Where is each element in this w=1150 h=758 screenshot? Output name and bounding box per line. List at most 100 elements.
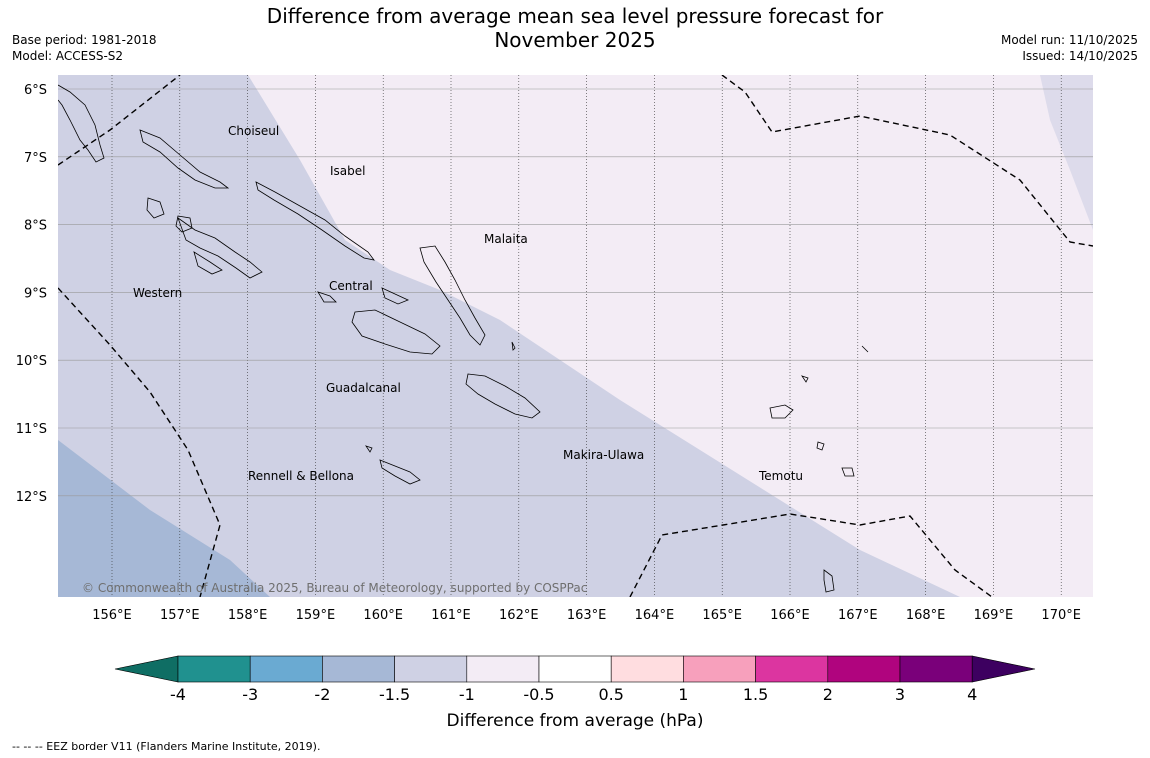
island-rendova bbox=[193, 251, 223, 275]
colorbar-tick-label: 1 bbox=[678, 685, 688, 704]
region-label-isabel: Isabel bbox=[330, 164, 365, 178]
islands bbox=[58, 84, 869, 593]
region-label-malaita: Malaita bbox=[484, 232, 528, 246]
chart-title: Difference from average mean sea level p… bbox=[250, 4, 900, 52]
lat-label: 7°S bbox=[24, 151, 47, 166]
colorbar-tick-label: -3 bbox=[242, 685, 258, 704]
lon-label: 159°E bbox=[296, 608, 336, 623]
colorbar-under-arrow bbox=[114, 655, 179, 683]
issued-date: Issued: 14/10/2025 bbox=[1022, 49, 1138, 63]
lon-label: 156°E bbox=[92, 608, 132, 623]
colorbar-segment bbox=[249, 655, 323, 683]
lat-label: 6°S bbox=[24, 83, 47, 98]
island-tikopia bbox=[823, 569, 835, 593]
title-line-1: Difference from average mean sea level p… bbox=[266, 4, 884, 28]
lon-label: 168°E bbox=[906, 608, 946, 623]
colorbar-tick-label: -1 bbox=[459, 685, 475, 704]
island-utupua bbox=[816, 441, 825, 451]
shade-minus-1-right bbox=[1040, 75, 1093, 230]
colorbar-tick-label: -0.5 bbox=[523, 685, 554, 704]
lon-label: 161°E bbox=[431, 608, 471, 623]
colorbar-tick-label: 3 bbox=[895, 685, 905, 704]
colorbar-segment bbox=[899, 655, 973, 683]
model-name: Model: ACCESS-S2 bbox=[12, 49, 124, 63]
lon-label: 163°E bbox=[567, 608, 607, 623]
colorbar-segment bbox=[177, 655, 251, 683]
lon-label: 169°E bbox=[974, 608, 1014, 623]
colorbar-tick-label: -1.5 bbox=[379, 685, 410, 704]
region-label-central: Central bbox=[329, 279, 373, 293]
title-line-2: November 2025 bbox=[494, 28, 656, 52]
longitude-labels: 156°E 157°E 158°E 159°E 160°E 161°E 162°E 163°E… bbox=[92, 608, 1081, 623]
map-area bbox=[58, 75, 1093, 597]
lon-label: 167°E bbox=[838, 608, 878, 623]
island-new-georgia bbox=[177, 216, 263, 279]
model-run: Model run: 11/10/2025 bbox=[1000, 33, 1138, 47]
colorbar-tick-label: 1.5 bbox=[743, 685, 768, 704]
colorbar-segment bbox=[538, 655, 612, 683]
region-label-western: Western bbox=[133, 286, 182, 300]
lat-label: 8°S bbox=[24, 219, 47, 234]
island-guadalcanal bbox=[351, 309, 441, 355]
copyright-text: © Commonwealth of Australia 2025, Bureau… bbox=[82, 581, 587, 595]
colorbar-tick-label: -2 bbox=[314, 685, 330, 704]
lat-label: 11°S bbox=[16, 422, 47, 437]
colorbar-tick-label: -4 bbox=[170, 685, 186, 704]
island-choiseul bbox=[139, 129, 230, 189]
eez-border bbox=[58, 75, 1093, 597]
island-makira bbox=[465, 373, 541, 419]
lon-label: 158°E bbox=[228, 608, 268, 623]
colorbar-segment bbox=[827, 655, 901, 683]
colorbar-label: Difference from average (hPa) bbox=[447, 711, 704, 731]
island-reef bbox=[801, 375, 809, 383]
lon-label: 166°E bbox=[770, 608, 810, 623]
region-label-choiseul: Choiseul bbox=[228, 124, 279, 138]
colorbar-tick-label: 2 bbox=[823, 685, 833, 704]
colorbar-segment bbox=[610, 655, 684, 683]
lat-label: 10°S bbox=[16, 354, 47, 369]
region-label-rennell: Rennell & Bellona bbox=[248, 469, 354, 483]
island-kolombangara bbox=[175, 215, 193, 233]
colorbar-tick-label: 0.5 bbox=[598, 685, 623, 704]
colorbar-ticks: -4 -3 -2 -1.5 -1 -0.5 0.5 1 1.5 2 3 4 bbox=[170, 685, 977, 704]
island-russell bbox=[317, 291, 337, 303]
island-vella bbox=[146, 197, 165, 219]
meta-left: Base period: 1981-2018 Model: ACCESS-S2 bbox=[12, 32, 157, 64]
lon-label: 164°E bbox=[635, 608, 675, 623]
island-malaita bbox=[419, 245, 486, 346]
colorbar-over-arrow bbox=[971, 655, 1036, 683]
island-rennell bbox=[379, 459, 421, 485]
island-bougainville bbox=[58, 84, 105, 163]
colorbar-segment bbox=[755, 655, 829, 683]
graticule bbox=[58, 75, 1093, 597]
island-isabel bbox=[255, 181, 375, 261]
region-label-makira: Makira-Ulawa bbox=[563, 448, 644, 462]
island-ontong bbox=[861, 345, 869, 353]
meta-right: Model run: 11/10/2025 Issued: 14/10/2025 bbox=[1001, 32, 1138, 64]
colorbar-segment bbox=[683, 655, 756, 683]
colorbar-segment bbox=[394, 655, 468, 683]
base-period: Base period: 1981-2018 bbox=[12, 33, 157, 47]
latitude-labels: 6°S 7°S 8°S 9°S 10°S 11°S 12°S bbox=[16, 83, 47, 505]
colorbar-segment bbox=[466, 655, 540, 683]
region-label-temotu: Temotu bbox=[758, 469, 803, 483]
lon-label: 162°E bbox=[499, 608, 539, 623]
island-santa-cruz bbox=[769, 404, 794, 419]
lon-label: 165°E bbox=[702, 608, 742, 623]
eez-footnote: -- -- -- EEZ border V11 (Flanders Marine… bbox=[12, 740, 321, 753]
lon-label: 160°E bbox=[363, 608, 403, 623]
region-labels: Choiseul Isabel Malaita Western Central … bbox=[133, 124, 803, 483]
colorbar bbox=[114, 655, 1036, 683]
island-vanikoro bbox=[841, 467, 855, 477]
lon-label: 170°E bbox=[1041, 608, 1081, 623]
lat-label: 9°S bbox=[24, 286, 47, 301]
colorbar-tick-label: 4 bbox=[967, 685, 977, 704]
island-bellona bbox=[365, 445, 373, 453]
lat-label: 12°S bbox=[16, 490, 47, 505]
region-label-guadalcanal: Guadalcanal bbox=[326, 381, 401, 395]
island-florida bbox=[381, 287, 410, 305]
lon-label: 157°E bbox=[160, 608, 200, 623]
island-sikaiana bbox=[511, 341, 516, 351]
colorbar-segment bbox=[322, 655, 395, 683]
